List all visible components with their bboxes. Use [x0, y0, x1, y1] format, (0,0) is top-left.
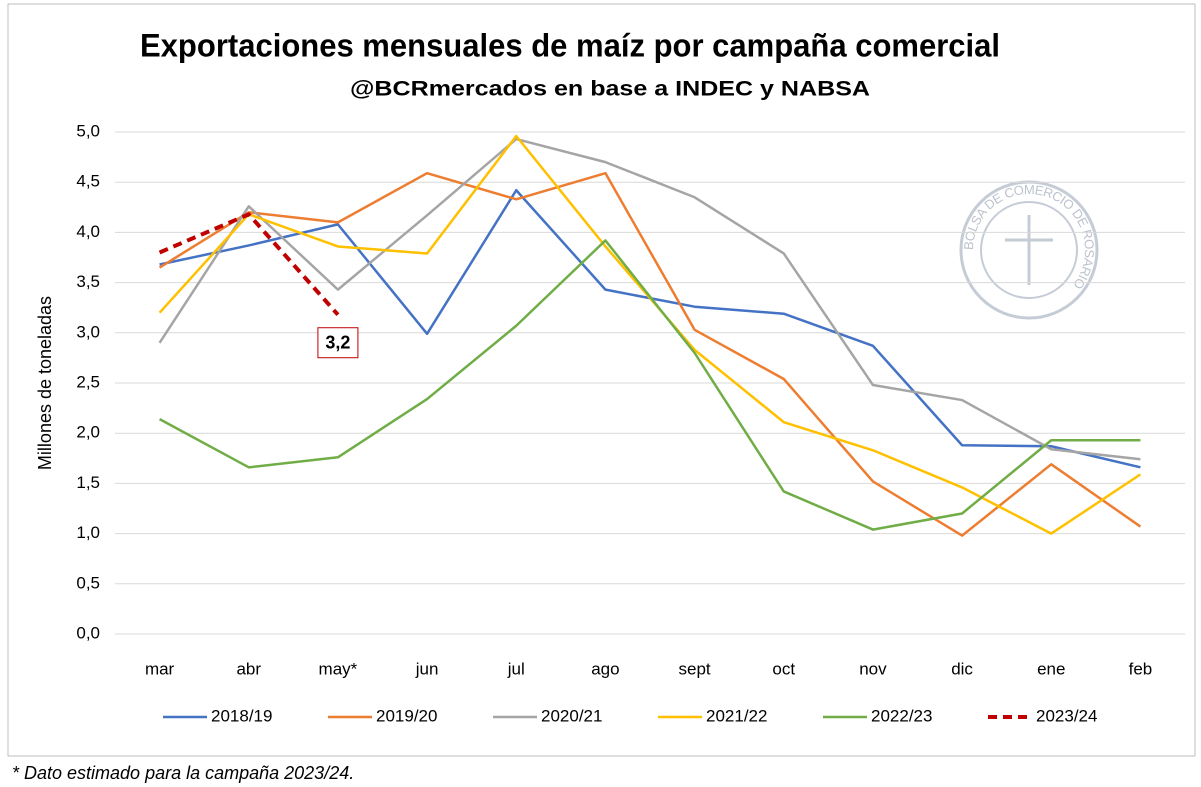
legend-label: 2023/24	[1036, 706, 1097, 725]
x-tick-label: oct	[772, 659, 795, 678]
chart-title: Exportaciones mensuales de maíz por camp…	[140, 27, 1000, 63]
x-tick-label: mar	[145, 659, 175, 678]
y-tick-label: 0,0	[76, 623, 100, 642]
y-tick-label: 1,0	[76, 523, 100, 542]
data-label: 3,2	[325, 332, 350, 352]
legend-label: 2019/20	[376, 706, 437, 725]
y-tick-label: 4,5	[76, 172, 100, 191]
y-axis-label: Millones de toneladas	[35, 296, 55, 470]
series-line	[158, 171, 1142, 537]
y-tick-label: 3,5	[76, 272, 100, 291]
x-tick-label: nov	[859, 659, 887, 678]
y-tick-label: 2,0	[76, 423, 100, 442]
x-tick-label: jun	[415, 659, 439, 678]
y-tick-label: 0,5	[76, 573, 100, 592]
y-tick-label: 5,0	[76, 121, 100, 140]
data-label-box	[317, 327, 359, 359]
series-line	[158, 239, 1141, 531]
x-tick-label: abr	[236, 659, 261, 678]
chart-frame	[7, 3, 1196, 757]
x-tick-label: dic	[951, 659, 973, 678]
x-tick-label: jul	[507, 659, 525, 678]
x-tick-label: ago	[591, 659, 619, 678]
y-tick-label: 4,0	[76, 222, 100, 241]
x-tick-label: feb	[1129, 659, 1153, 678]
series-line	[158, 212, 340, 317]
legend-label: 2018/19	[211, 706, 272, 725]
x-tick-label: sept	[679, 659, 711, 678]
x-tick-label: ene	[1037, 659, 1065, 678]
chart-subtitle: @BCRmercados en base a INDEC y NABSA	[350, 78, 870, 101]
y-tick-label: 2,5	[76, 372, 100, 391]
legend-label: 2020/21	[541, 706, 602, 725]
y-tick-label: 1,5	[76, 473, 100, 492]
x-tick-label: may*	[319, 659, 358, 678]
logo: BOLSA DE COMERCIO DE ROSARIO	[959, 180, 1099, 320]
y-tick-label: 3,0	[76, 322, 100, 341]
footnote: * Dato estimado para la campaña 2023/24.	[12, 763, 354, 783]
legend-label: 2021/22	[706, 706, 767, 725]
legend-label: 2022/23	[871, 706, 932, 725]
series-line	[158, 137, 1141, 461]
